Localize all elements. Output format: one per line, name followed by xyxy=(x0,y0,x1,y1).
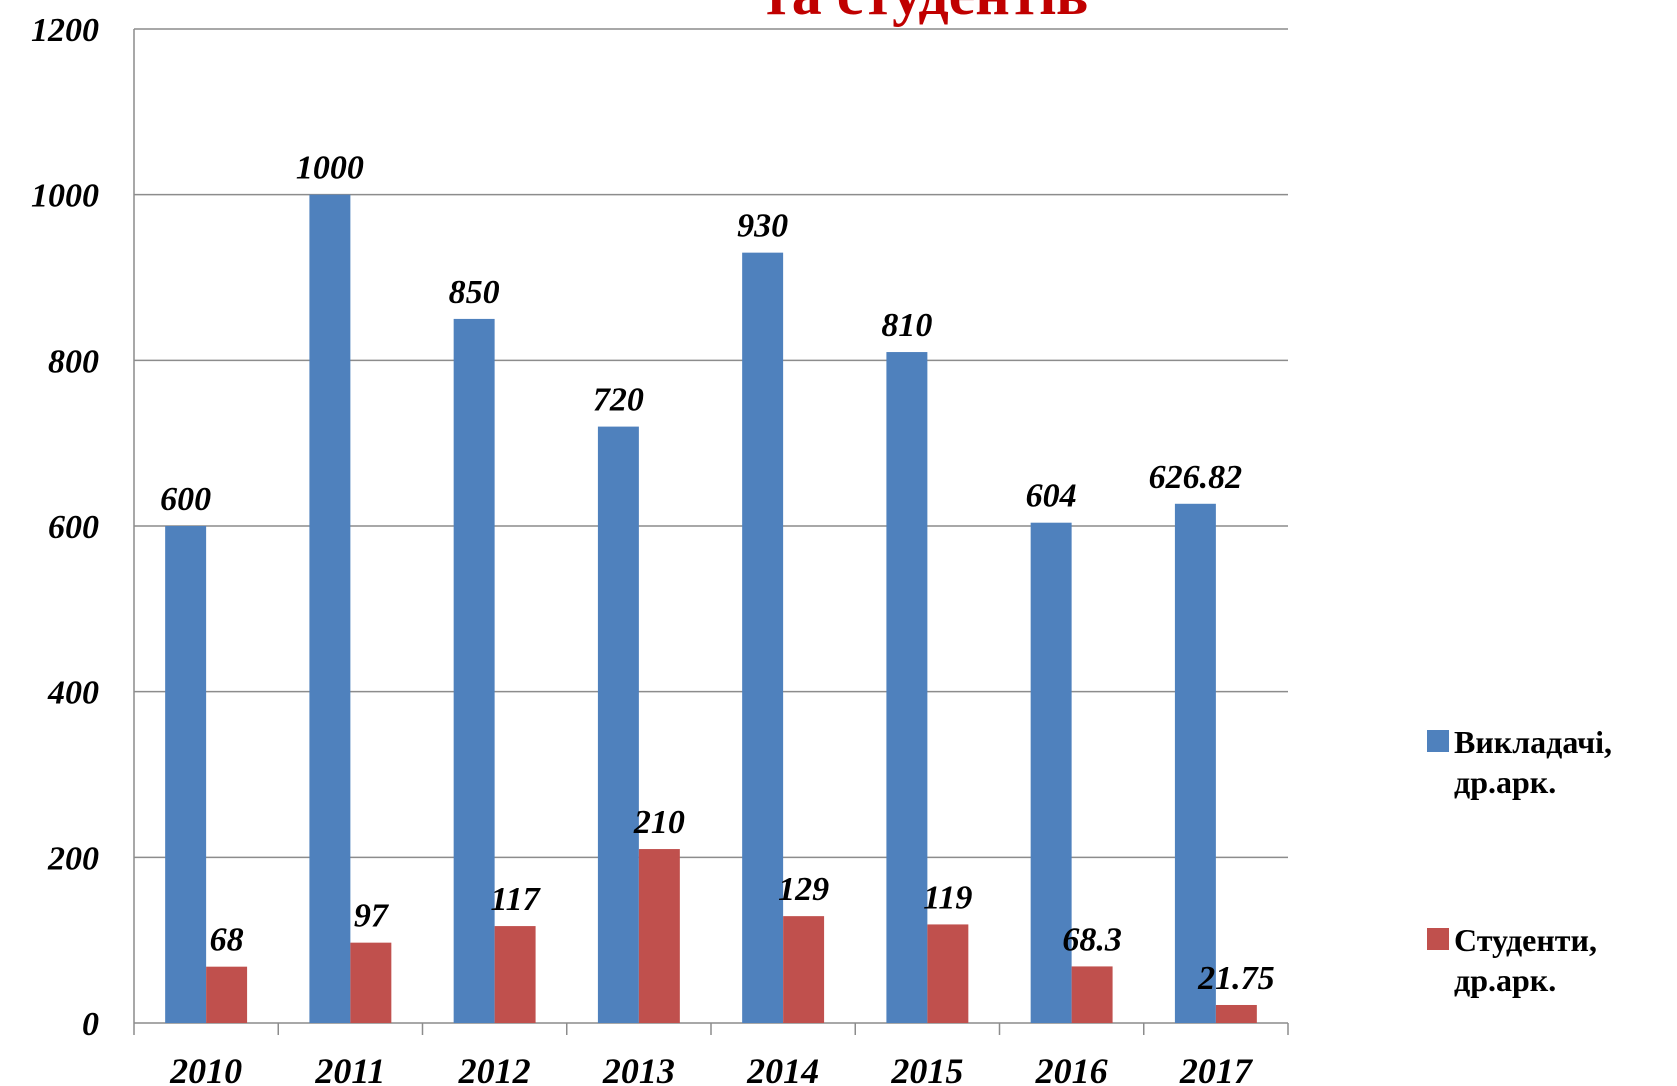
x-tick-label: 2015 xyxy=(890,1051,963,1086)
data-label: 600 xyxy=(160,481,211,518)
data-label: 604 xyxy=(1026,478,1077,515)
x-tick-label: 2013 xyxy=(602,1051,675,1086)
y-tick-label: 1000 xyxy=(31,178,99,215)
bar xyxy=(494,926,536,1023)
bar xyxy=(638,849,680,1023)
y-tick-label: 800 xyxy=(48,343,99,380)
data-label: 97 xyxy=(354,898,390,935)
bar xyxy=(1215,1004,1257,1023)
data-label: 210 xyxy=(633,804,685,841)
bar xyxy=(206,966,248,1023)
bar xyxy=(886,352,928,1023)
x-tick-label: 2012 xyxy=(458,1051,531,1086)
bar xyxy=(597,426,639,1024)
data-label: 930 xyxy=(737,208,788,245)
y-tick-label: 400 xyxy=(47,675,99,712)
bar xyxy=(309,194,351,1023)
x-tick-label: 2017 xyxy=(1179,1051,1254,1086)
legend-swatch xyxy=(1427,730,1449,752)
data-label: 68 xyxy=(210,922,244,959)
bar xyxy=(165,526,207,1023)
bar xyxy=(1174,503,1216,1024)
data-label: 129 xyxy=(778,871,829,908)
y-tick-label: 1200 xyxy=(31,12,99,49)
data-label: 119 xyxy=(923,879,972,916)
legend-label: Викладачі, др.арк. xyxy=(1454,724,1613,800)
data-label: 68.3 xyxy=(1062,921,1122,958)
data-label: 21.75 xyxy=(1197,960,1275,997)
y-tick-label: 600 xyxy=(48,509,99,546)
data-label: 1000 xyxy=(296,150,364,187)
bar xyxy=(453,318,495,1024)
data-label: 810 xyxy=(881,307,932,344)
bar xyxy=(1071,966,1113,1023)
legend-swatch xyxy=(1427,928,1449,950)
bar xyxy=(742,252,784,1023)
data-label: 850 xyxy=(449,274,500,311)
bar xyxy=(350,942,392,1023)
data-label: 626.82 xyxy=(1149,459,1243,496)
x-tick-label: 2014 xyxy=(746,1051,819,1086)
x-tick-label: 2010 xyxy=(169,1051,242,1086)
bar xyxy=(783,916,825,1023)
y-tick-label: 200 xyxy=(47,840,99,877)
chart-title: та студентів xyxy=(762,0,1089,27)
bar xyxy=(1030,522,1072,1023)
x-tick-label: 2011 xyxy=(314,1051,385,1086)
legend-label: Студенти, др.арк. xyxy=(1454,922,1597,998)
y-tick-label: 0 xyxy=(82,1006,99,1043)
bar xyxy=(927,924,969,1023)
x-tick-label: 2016 xyxy=(1035,1051,1108,1086)
data-label: 117 xyxy=(491,881,542,918)
data-label: 720 xyxy=(593,382,644,419)
